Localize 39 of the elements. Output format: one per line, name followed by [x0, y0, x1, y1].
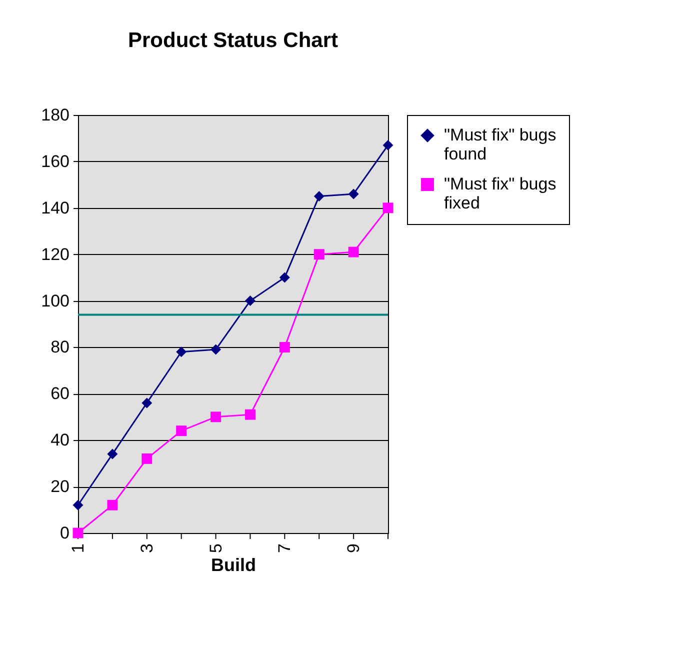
y-tick-label: 120 [41, 244, 70, 264]
point [210, 344, 222, 355]
point [176, 346, 187, 358]
point [142, 398, 152, 408]
y-tick-label: 180 [41, 106, 70, 124]
point [142, 453, 152, 464]
point [314, 249, 324, 260]
point [382, 140, 394, 150]
legend-label: "Must fix" bugs fixed [444, 174, 556, 212]
point [244, 296, 256, 306]
point [107, 448, 118, 460]
point [210, 412, 222, 422]
y-tick-label: 60 [50, 384, 70, 404]
x-tick-label: 1 [68, 544, 88, 553]
x-tick-label: 3 [137, 544, 156, 553]
point [72, 528, 84, 538]
point [279, 272, 290, 283]
y-tick-label: 140 [41, 198, 70, 218]
y-tick-label: 100 [41, 291, 70, 310]
y-tick-label: 80 [50, 338, 70, 357]
point [348, 246, 359, 258]
point [72, 500, 84, 510]
y-tick-label: 0 [60, 524, 70, 542]
point [107, 500, 118, 510]
y-tick-label: 40 [50, 430, 70, 450]
chart-title: Product Status Chart [128, 29, 338, 52]
x-tick-label: 5 [206, 544, 226, 553]
y-tick-label: 20 [50, 477, 70, 496]
point [279, 342, 290, 352]
x-axis-title: Build [211, 554, 256, 575]
legend-label: "Must fix" bugs found [444, 126, 556, 164]
point [176, 426, 187, 436]
x-tick-label: 9 [344, 544, 364, 553]
point [314, 191, 324, 202]
point [348, 188, 359, 200]
x-tick-label: 7 [275, 544, 294, 553]
point [382, 202, 394, 214]
point [244, 409, 256, 420]
y-tick-label: 160 [41, 152, 70, 171]
